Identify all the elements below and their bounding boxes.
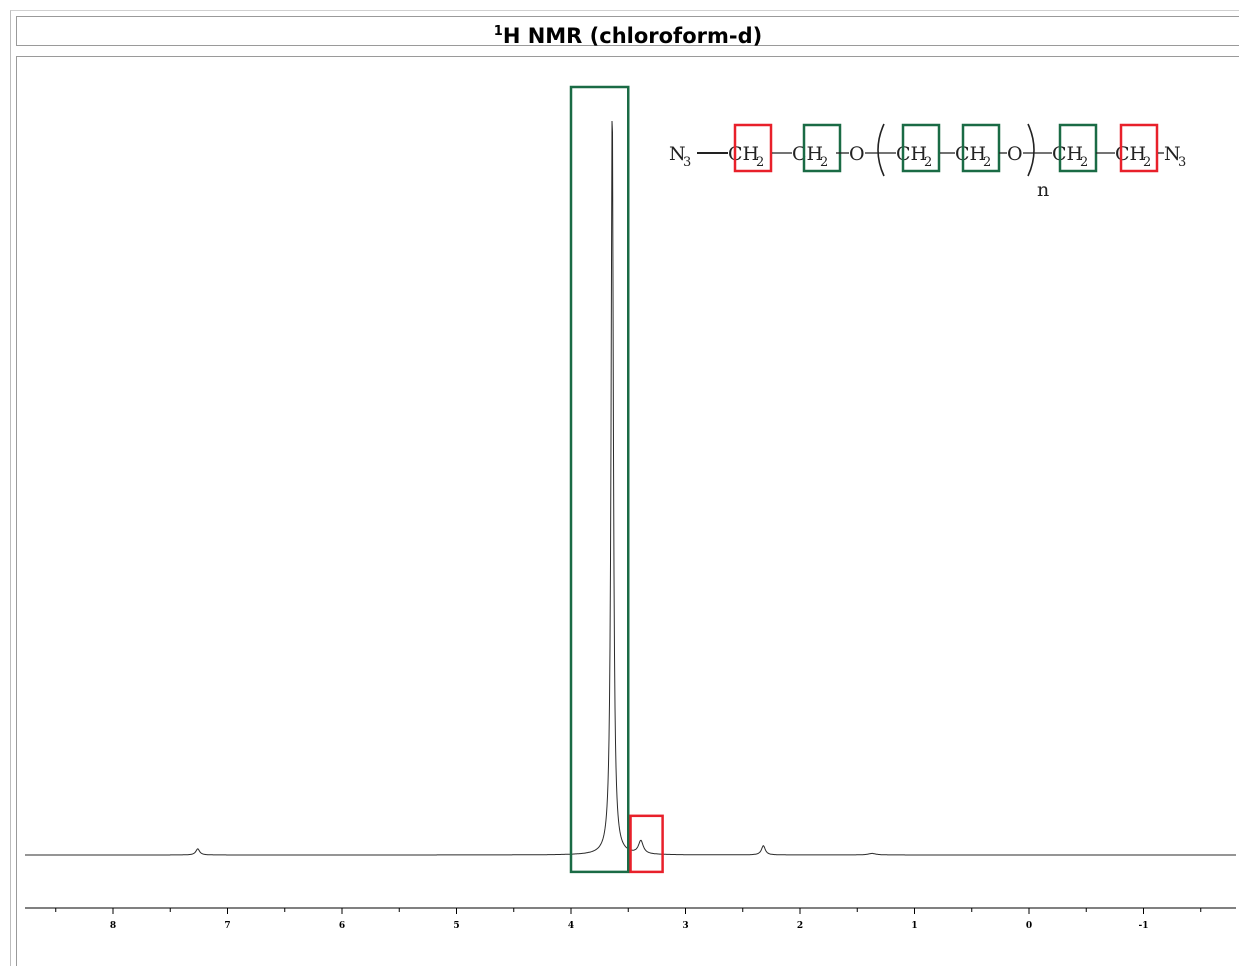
n3-right: N (1164, 143, 1181, 165)
highlight-boxes (569, 85, 664, 874)
ch2-2-label: CH (792, 143, 823, 165)
repeat-count-n: n (1037, 179, 1049, 201)
repeat-bracket-left (877, 123, 885, 177)
spectrum-trace (25, 120, 1236, 856)
ch2-3-label: CH (896, 143, 927, 165)
ch2-2-subscript: 2 (820, 155, 828, 170)
page-frame (10, 10, 1239, 966)
n3-left: N (669, 143, 686, 165)
ch2-4-subscript: 2 (983, 155, 991, 170)
structure-box-red-1 (733, 123, 773, 173)
x-tick-label: 6 (339, 921, 345, 931)
title-text: H NMR (chloroform-d) (502, 24, 763, 48)
x-tick-label: 3 (682, 921, 688, 931)
structure-box-green-4 (1058, 123, 1098, 173)
ch2-6-subscript: 2 (1143, 155, 1151, 170)
oxygen-2: O (1007, 143, 1023, 165)
highlight-box-green-0 (569, 85, 630, 874)
n3-left-subscript: 3 (683, 155, 691, 170)
chart-title: 1H NMR (chloroform-d) (16, 16, 1239, 48)
structure-box-green-3 (961, 123, 1001, 173)
x-tick-label: 2 (797, 921, 803, 931)
structure-box-green-2 (901, 123, 941, 173)
structure-box-red-2 (1119, 123, 1159, 173)
x-tick-label: 7 (224, 921, 230, 931)
highlight-box-red-1 (629, 814, 664, 874)
x-tick-label: 8 (110, 921, 116, 931)
x-tick-label: 5 (453, 921, 459, 931)
x-tick-label: 0 (1026, 921, 1032, 931)
structure-box-green-1 (802, 123, 842, 173)
ch2-4-label: CH (955, 143, 986, 165)
x-tick-label: 4 (568, 921, 574, 931)
ch2-6-label: CH (1115, 143, 1146, 165)
x-axis: 8 7 6 5 4 3 2 1 0 -1 (25, 907, 1236, 931)
ch2-1-label: CH (728, 143, 759, 165)
oxygen-1: O (849, 143, 865, 165)
ch2-5-subscript: 2 (1080, 155, 1088, 170)
title-superscript: 1 (493, 24, 503, 39)
ch2-5-label: CH (1052, 143, 1083, 165)
repeat-bracket-right (1027, 123, 1035, 177)
ch2-3-subscript: 2 (924, 155, 932, 170)
x-tick-label: -1 (1139, 921, 1149, 931)
x-tick-label: 1 (911, 921, 917, 931)
ch2-1-subscript: 2 (756, 155, 764, 170)
plot-frame (16, 56, 1239, 966)
n3-right-subscript: 3 (1178, 155, 1186, 170)
